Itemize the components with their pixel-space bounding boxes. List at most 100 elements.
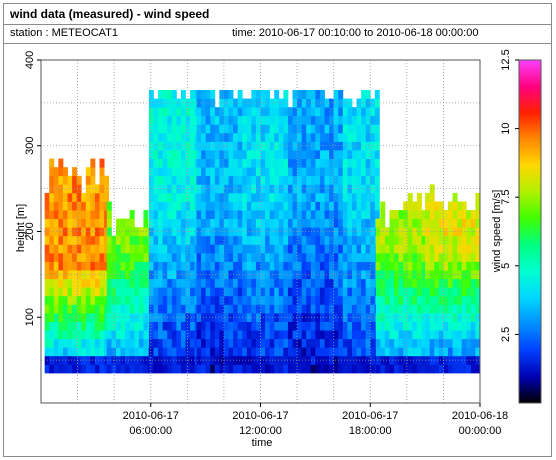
heatmap-cell xyxy=(76,270,82,280)
heatmap-cell xyxy=(351,141,357,151)
heatmap-cell xyxy=(375,270,381,280)
heatmap-cell xyxy=(53,287,59,297)
heatmap-cell xyxy=(210,321,216,331)
heatmap-cell xyxy=(361,210,367,220)
heatmap-cell xyxy=(233,115,239,125)
heatmap-cell xyxy=(176,227,182,237)
heatmap-cell xyxy=(158,261,164,271)
heatmap-cell xyxy=(116,270,121,280)
heatmap-cell xyxy=(125,252,131,262)
heatmap-cell xyxy=(171,278,177,288)
heatmap-cell xyxy=(265,115,271,125)
heatmap-cell xyxy=(333,261,339,271)
heatmap-cell xyxy=(342,330,348,340)
heatmap-cell xyxy=(62,192,68,202)
heatmap-cell xyxy=(370,252,376,262)
heatmap-cell xyxy=(153,210,159,220)
heatmap-cell xyxy=(452,218,458,228)
heatmap-cell xyxy=(148,141,154,151)
heatmap-cell xyxy=(90,201,96,211)
heatmap-cell xyxy=(180,347,186,357)
heatmap-cell xyxy=(162,278,168,288)
heatmap-cell xyxy=(301,235,307,245)
heatmap-cell xyxy=(292,107,298,117)
heatmap-cell xyxy=(315,304,321,314)
heatmap-cell xyxy=(470,304,476,314)
heatmap-cell xyxy=(106,244,112,254)
heatmap-cell xyxy=(338,124,344,134)
heatmap-cell xyxy=(319,201,325,211)
heatmap-cell xyxy=(351,304,357,314)
heatmap-cell xyxy=(219,201,225,211)
heatmap-cell xyxy=(104,355,110,365)
heatmap-cell xyxy=(470,252,476,262)
heatmap-cell xyxy=(134,227,140,237)
heatmap-cell xyxy=(301,167,307,177)
heatmap-cell xyxy=(347,330,353,340)
heatmap-cell xyxy=(457,218,463,228)
heatmap-cell xyxy=(324,347,330,357)
heatmap-cell xyxy=(106,201,112,211)
heatmap-cell xyxy=(58,158,64,168)
heatmap-cell xyxy=(176,330,182,340)
heatmap-cell xyxy=(180,287,186,297)
heatmap-cell xyxy=(351,287,357,297)
heatmap-cell xyxy=(466,304,472,314)
heatmap-cell xyxy=(196,287,202,297)
heatmap-cell xyxy=(319,227,325,237)
heatmap-cell xyxy=(434,330,440,340)
heatmap-cell xyxy=(214,252,220,262)
heatmap-cell xyxy=(278,218,284,228)
heatmap-cell xyxy=(106,364,112,374)
heatmap-cell xyxy=(104,312,110,322)
heatmap-cell xyxy=(380,235,386,245)
heatmap-cell xyxy=(111,278,117,288)
heatmap-cell xyxy=(292,261,298,271)
heatmap-cell xyxy=(233,218,239,228)
heatmap-cell xyxy=(176,141,182,151)
heatmap-cell xyxy=(306,278,312,288)
heatmap-cell xyxy=(246,295,252,305)
heatmap-cell xyxy=(306,321,312,331)
heatmap-cell xyxy=(425,338,431,348)
heatmap-cell xyxy=(120,235,126,245)
heatmap-cell xyxy=(434,295,440,305)
heatmap-cell xyxy=(407,218,413,228)
heatmap-cell xyxy=(104,321,110,331)
heatmap-cell xyxy=(58,295,64,305)
heatmap-cell xyxy=(301,184,307,194)
heatmap-cell xyxy=(205,218,211,228)
heatmap-cell xyxy=(162,355,168,365)
heatmap-cell xyxy=(351,184,357,194)
heatmap-cell xyxy=(319,270,325,280)
heatmap-cell xyxy=(351,364,357,374)
heatmap-cell xyxy=(185,312,191,322)
heatmap-cell xyxy=(143,364,149,374)
heatmap-cell xyxy=(162,347,168,357)
heatmap-cell xyxy=(287,150,293,160)
heatmap-cell xyxy=(287,278,293,288)
heatmap-cell xyxy=(319,252,325,262)
heatmap-cell xyxy=(171,167,177,177)
heatmap-cell xyxy=(62,235,68,245)
heatmap-cell xyxy=(190,132,196,142)
heatmap-cell xyxy=(319,347,325,357)
heatmap-cell xyxy=(461,252,467,262)
heatmap-cell xyxy=(153,304,159,314)
heatmap-cell xyxy=(356,115,362,125)
heatmap-cell xyxy=(158,124,164,134)
heatmap-cell xyxy=(260,132,266,142)
heatmap-cell xyxy=(452,261,458,271)
heatmap-cell xyxy=(176,347,182,357)
heatmap-cell xyxy=(94,270,100,280)
heatmap-cell xyxy=(251,132,257,142)
heatmap-cell xyxy=(421,270,427,280)
heatmap-cell xyxy=(333,347,339,357)
heatmap-cell xyxy=(223,227,229,237)
heatmap-cell xyxy=(67,312,73,322)
heatmap-cell xyxy=(356,235,362,245)
heatmap-cell xyxy=(260,201,266,211)
heatmap-cell xyxy=(292,98,298,108)
heatmap-cell xyxy=(255,312,261,322)
